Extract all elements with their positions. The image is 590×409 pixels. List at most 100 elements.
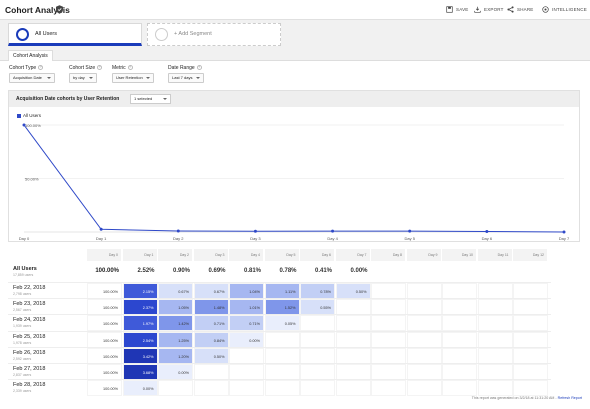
retention-cell: 1.04% [229,283,264,299]
row-date: Feb 28, 2018 [13,382,46,389]
summary-users: 17,859 users [13,273,34,277]
retention-cell [513,283,548,299]
retention-cell [406,299,442,316]
retention-cell [264,380,300,397]
retention-cell: 100.00% [87,331,122,348]
summary-cell: 2.52% [137,268,155,274]
retention-cell: 100.00% [87,380,122,397]
retention-cell [371,364,406,380]
retention-cell [442,315,477,332]
series-selector[interactable]: 1 selected [130,94,171,104]
column-header: Day 6 [300,249,335,261]
retention-cell [477,380,513,397]
row-users: 2,339 users [13,389,32,394]
save-button[interactable]: SAVE [446,6,468,13]
footer-text: This report was generated on 3/2/18 at 1… [471,396,557,400]
retention-cell: 3.68% [122,364,158,380]
row-users: 2,798 users [13,292,32,296]
retention-cell [229,380,264,397]
retention-cell: 0.78% [300,283,335,299]
retention-cell [229,364,264,380]
retention-cell: 0.50% [335,283,371,299]
summary-cell: 0.00% [350,268,368,274]
series-line [23,124,565,233]
chart-title: Acquisition Date cohorts by User Retenti… [16,96,120,102]
column-header: Day 9 [406,249,442,261]
save-icon [446,6,453,13]
tab-cohort-analysis[interactable]: Cohort Analysis [8,50,53,61]
help-icon[interactable]: ? [127,65,133,71]
table-header-row: Day 0 Day 1 Day 2 Day 3 Day 4 Day 5 Day 6 Day 7… [8,249,551,261]
intelligence-icon [542,6,549,13]
retention-cell [477,315,513,332]
row-date: Feb 26, 2018 [13,349,46,356]
row-date: Feb 24, 2018 [13,317,46,324]
retention-cell: 0.71% [193,315,229,332]
x-tick-label: Day 4 [327,236,338,241]
export-button[interactable]: EXPORT [474,6,504,13]
metric-text: Metric [112,65,126,71]
data-point [485,230,489,234]
summary-cell: 0.90% [172,268,190,274]
retention-cell [477,331,513,348]
column-header: Day 5 [264,249,300,261]
table-row: Feb 24, 2018 1,939 users 100.00% 1.97% 1.42%… [8,314,551,332]
row-users: 2,567 users [13,308,32,313]
help-icon[interactable]: ? [38,65,44,71]
column-header: Day 10 [442,249,477,261]
data-point [176,229,180,233]
chart-panel: Acquisition Date cohorts by User Retenti… [8,90,580,242]
retention-cell: 100.00% [87,283,122,299]
retention-cell [300,331,335,348]
cohort-type-select[interactable]: Acquisition Date [9,73,55,83]
retention-cell [442,364,477,380]
retention-cell: 0.50% [193,347,229,364]
column-header: Day 3 [193,249,229,261]
date-range-select[interactable]: Last 7 days [168,73,204,83]
retention-cell: 1.52% [264,299,300,316]
shield-icon [56,5,63,14]
retention-cell [406,364,442,380]
column-header: Day 12 [513,249,548,261]
segment-all-users[interactable]: All Users [8,23,142,46]
retention-cell: 0.00% [229,331,264,348]
share-button[interactable]: SHARE [507,6,534,13]
retention-cell: 3.42% [122,347,158,364]
data-point [331,229,335,233]
cohort-size-select[interactable]: by day [69,73,97,83]
data-point [22,123,26,127]
report-footer: This report was generated on 3/2/18 at 1… [472,396,582,400]
row-date: Feb 27, 2018 [13,366,46,372]
retention-cell: 1.42% [158,315,193,332]
legend-swatch [17,113,21,118]
retention-line-chart: 100.00% 50.00% Day 0 Day 1 Day 2 Day 3 Day 4 Da… [19,123,570,241]
retention-cell [513,299,548,316]
refresh-report-link[interactable]: Refresh Report [557,396,582,400]
retention-cell [406,331,442,348]
retention-cell [442,380,477,397]
export-label: EXPORT [484,7,504,12]
summary-row: All Users 17,859 users 100.00% 2.52% 0.90% 0.… [8,262,551,280]
retention-cell [193,380,229,397]
cohort-type-text: Cohort Type [9,65,37,71]
retention-cell: 1.20% [158,347,193,364]
intelligence-button[interactable]: INTELLIGENCE [542,6,587,13]
metric-select[interactable]: User Retention [112,73,154,83]
table-row: Feb 22, 2018 2,798 users 100.00% 2.15% 0.67%… [8,282,551,299]
table-row: Feb 27, 2018 2,837 users 100.00% 3.68% 0.00% [8,363,551,380]
help-icon[interactable]: ? [97,65,103,71]
retention-cell [513,331,548,348]
date-range-text: Date Range [168,65,195,71]
retention-cell [477,299,513,316]
segment-label: All Users [35,31,58,37]
retention-cell [300,315,335,332]
add-segment-button[interactable]: + Add Segment [147,23,281,46]
date-range-label: Date Range? [168,65,202,71]
help-icon[interactable]: ? [196,65,202,71]
metric-label: Metric? [112,65,133,71]
column-header: Day 2 [158,249,193,261]
retention-cell: 1.97% [122,315,158,332]
share-icon [507,6,514,13]
table-row: Feb 28, 2018 2,339 users 100.00% 0.00% [8,379,551,397]
cohort-type-label: Cohort Type? [9,65,44,71]
